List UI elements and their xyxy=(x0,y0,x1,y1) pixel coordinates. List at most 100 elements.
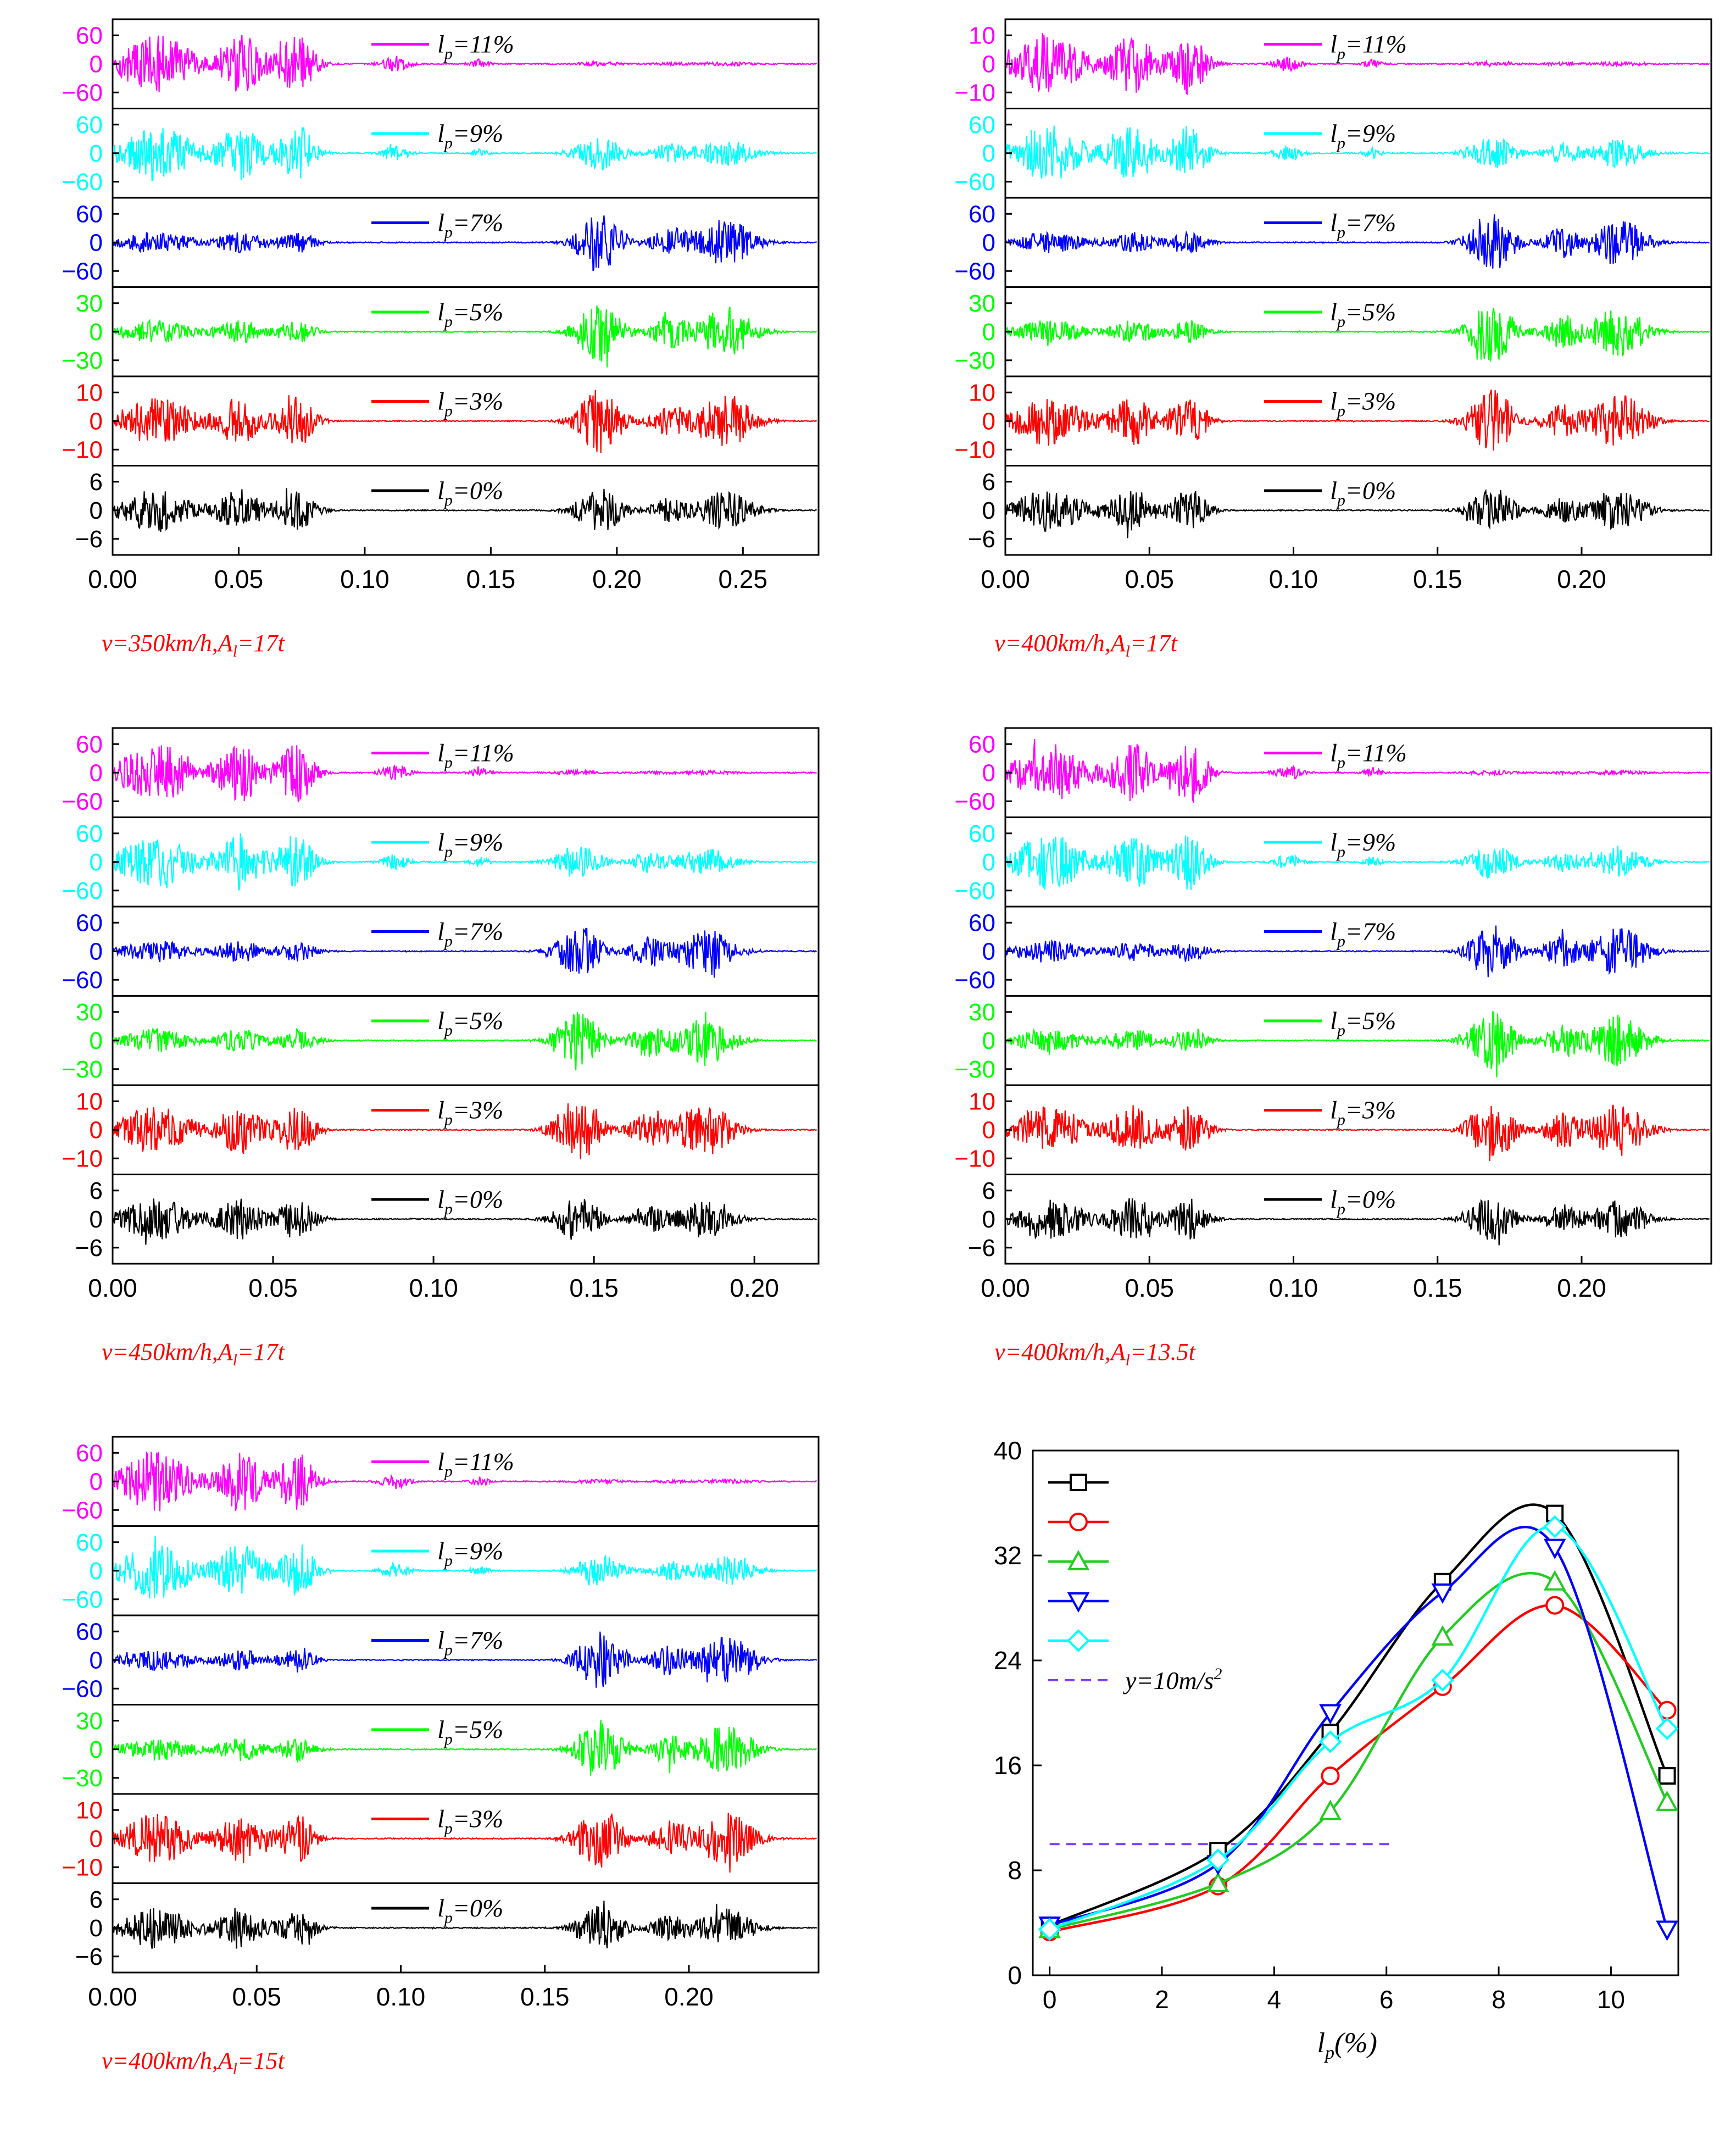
y-tick-label: 0 xyxy=(90,408,103,435)
y-tick-label: −30 xyxy=(954,347,995,374)
signal-trace xyxy=(113,1536,817,1599)
condition-label: v=400km/h,Al=15t xyxy=(102,2047,286,2078)
y-tick-label: 0 xyxy=(90,849,103,876)
signal-trace xyxy=(113,833,817,891)
legend-label: lp=9% xyxy=(1330,828,1396,861)
y-tick-label: −6 xyxy=(968,1235,995,1262)
y-tick-label: 0 xyxy=(90,229,103,256)
y-tick-label: 0 xyxy=(982,51,995,77)
signal-trace xyxy=(113,1103,817,1160)
y-tick-label: 6 xyxy=(90,1886,103,1913)
x-tick-label: 4 xyxy=(1267,1985,1282,2014)
signal-trace xyxy=(113,927,817,978)
x-tick-label: 0.05 xyxy=(232,1982,281,2011)
x-axis-label: lp(%) xyxy=(1317,2027,1377,2063)
strip-lp-3: 300−30 lp=5% xyxy=(62,1704,820,1795)
y-tick-label: −60 xyxy=(62,169,103,196)
strip-lp-2: 600−60 lp=7% xyxy=(954,905,1712,997)
legend-label: lp=7% xyxy=(437,918,503,951)
series-line xyxy=(1049,1525,1668,1930)
legend-label: lp=7% xyxy=(437,209,503,242)
strip-lp-4: 100−10 lp=3% xyxy=(954,1084,1712,1175)
y-tick-label: 0 xyxy=(982,229,995,256)
marker-square xyxy=(1658,1767,1676,1785)
y-tick-label: 0 xyxy=(90,1736,103,1763)
y-tick-label: 30 xyxy=(76,1708,103,1735)
strip-lp-4: 100−10 lp=3% xyxy=(954,375,1712,466)
y-tick-label: 30 xyxy=(76,290,103,317)
x-tick-label: 0.20 xyxy=(1557,565,1606,593)
y-tick-label: 10 xyxy=(969,379,995,406)
marker-circle xyxy=(1545,1596,1565,1615)
y-tick-label: −30 xyxy=(954,1056,995,1083)
y-tick-label: 60 xyxy=(969,112,995,138)
x-tick-label: 0.00 xyxy=(981,565,1030,593)
y-tick-label: 60 xyxy=(76,112,103,138)
signal-trace xyxy=(113,1719,817,1776)
marker-diamond xyxy=(1206,1848,1230,1871)
y-tick-label: 10 xyxy=(76,379,103,406)
signal-trace xyxy=(1005,214,1710,269)
y-tick-label: 16 xyxy=(994,1751,1022,1780)
y-tick-label: 0 xyxy=(90,1825,103,1852)
y-tick-label: 0 xyxy=(90,1558,103,1585)
x-tick-label: 0.05 xyxy=(1125,565,1174,593)
signal-trace xyxy=(113,488,817,532)
series-line xyxy=(1049,1525,1668,1931)
signal-trace xyxy=(1005,389,1710,451)
x-tick-label: 0.20 xyxy=(1557,1274,1606,1302)
y-tick-label: −6 xyxy=(75,1235,103,1262)
x-tick-label: 0.15 xyxy=(1413,565,1462,593)
y-tick-label: 0 xyxy=(90,319,103,346)
y-tick-label: 0 xyxy=(982,1206,995,1233)
marker-triangle-up xyxy=(1319,1799,1342,1820)
marker-triangle-up xyxy=(1656,1790,1678,1811)
y-tick-label: −60 xyxy=(62,1675,103,1702)
y-tick-label: 6 xyxy=(982,469,995,496)
x-tick-label: 0.20 xyxy=(664,1982,714,2011)
legend-label: lp=0% xyxy=(437,476,503,509)
strip-lp-5: 60−6 lp=0% xyxy=(968,465,1712,556)
y-tick-label: 60 xyxy=(969,820,995,847)
signal-trace xyxy=(113,1451,817,1512)
signal-trace xyxy=(113,1198,817,1245)
x-tick-label: 0.00 xyxy=(88,1982,137,2011)
signal-trace xyxy=(1005,739,1710,804)
y-tick-label: 0 xyxy=(90,497,103,524)
marker-circle xyxy=(1321,1766,1340,1786)
condition-label: v=400km/h,Al=17t xyxy=(994,630,1178,660)
legend-label: lp=3% xyxy=(437,387,503,420)
strip-lp-5: 60−6 lp=0% xyxy=(968,1174,1712,1265)
marker-triangle-up xyxy=(1067,1549,1090,1570)
panel-d: 600−60lp=11%600−60lp=9%600−60lp=7%300−30… xyxy=(954,727,1712,1369)
y-tick-label: 0 xyxy=(90,1116,103,1143)
signal-trace xyxy=(113,126,817,181)
panel-c: 600−60lp=11%600−60lp=9%600−60lp=7%300−30… xyxy=(62,727,820,1369)
legend: y=10m/s2 xyxy=(1048,1474,1222,1694)
x-tick-label: 0.15 xyxy=(1413,1274,1462,1302)
legend-label: lp=0% xyxy=(437,1185,503,1218)
y-tick-label: −60 xyxy=(62,1586,103,1613)
legend-label: lp=9% xyxy=(437,1537,503,1570)
y-tick-label: −60 xyxy=(62,877,103,904)
legend-label: lp=3% xyxy=(437,1805,503,1838)
x-tick-label: 10 xyxy=(1597,1985,1625,2014)
legend-label: lp=7% xyxy=(437,1626,503,1659)
signal-trace xyxy=(1005,1104,1710,1162)
legend-label: lp=5% xyxy=(437,298,503,331)
y-tick-label: −60 xyxy=(62,788,103,815)
legend-label: lp=11% xyxy=(437,1448,514,1481)
x-tick-label: 0.05 xyxy=(214,565,264,593)
signal-trace xyxy=(113,745,817,803)
y-tick-label: 0 xyxy=(90,51,103,77)
legend-label: lp=9% xyxy=(437,828,503,861)
strip-lp-3: 300−30 lp=5% xyxy=(62,286,820,377)
legend-label: lp=9% xyxy=(1330,119,1396,152)
legend-label: lp=3% xyxy=(1330,387,1396,420)
y-tick-label: 30 xyxy=(969,290,995,317)
strip-lp-4: 100−10 lp=3% xyxy=(62,1084,820,1175)
condition-label: v=450km/h,Al=17t xyxy=(102,1338,286,1369)
y-tick-label: 6 xyxy=(982,1177,995,1204)
y-tick-label: 10 xyxy=(969,22,995,49)
strip-lp-3: 300−30 lp=5% xyxy=(62,995,820,1086)
